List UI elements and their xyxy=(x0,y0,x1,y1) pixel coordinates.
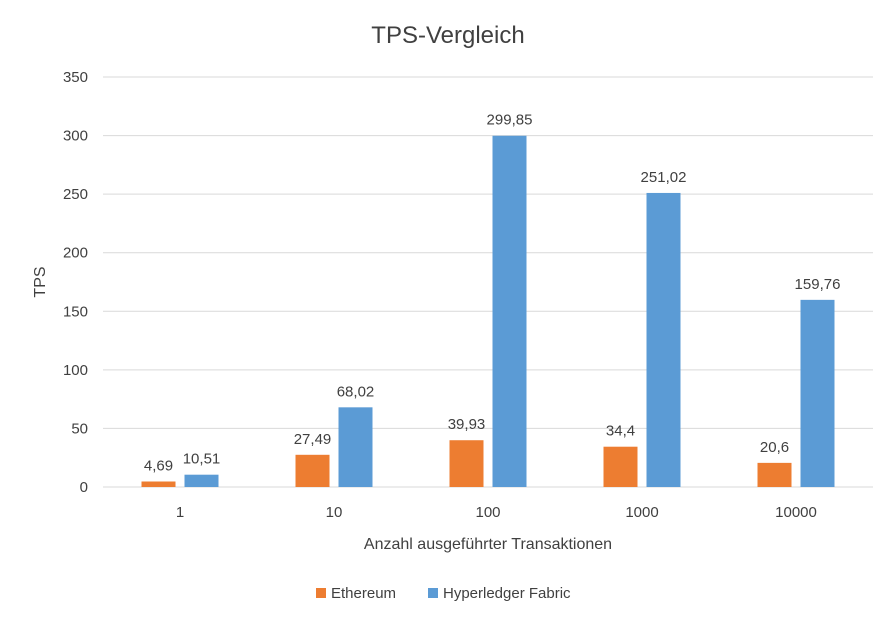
data-label: 299,85 xyxy=(487,112,533,129)
bar-ethereum-1 xyxy=(141,481,176,487)
data-label: 68,02 xyxy=(337,383,375,400)
x-tick-label: 1000 xyxy=(625,504,658,521)
bar-hyperledger-fabric-1000 xyxy=(646,192,681,487)
bar-ethereum-10000 xyxy=(757,462,792,487)
y-tick-label: 150 xyxy=(63,303,88,320)
y-axis-ticks: 0 50 100 150 200 250 300 350 xyxy=(63,69,88,496)
data-label: 34,4 xyxy=(606,423,635,440)
data-label: 27,49 xyxy=(294,431,332,448)
bar-hyperledger-fabric-10000 xyxy=(800,299,835,487)
x-axis-title: Anzahl ausgeführter Transaktionen xyxy=(364,536,612,553)
bar-hyperledger-fabric-10 xyxy=(338,407,373,487)
gridlines xyxy=(103,76,873,488)
legend-label: Ethereum xyxy=(331,585,396,602)
data-label: 159,76 xyxy=(795,276,841,293)
x-tick-label: 10000 xyxy=(775,504,817,521)
y-tick-label: 50 xyxy=(71,420,88,437)
y-tick-label: 300 xyxy=(63,128,88,145)
bars xyxy=(141,135,835,488)
legend-swatch xyxy=(316,588,326,598)
data-label: 4,69 xyxy=(144,458,173,475)
data-label: 10,51 xyxy=(183,451,221,468)
legend-label: Hyperledger Fabric xyxy=(443,585,571,602)
x-axis-ticks: 1 10 100 1000 10000 xyxy=(176,504,817,521)
y-tick-label: 200 xyxy=(63,245,88,262)
chart-title: TPS-Vergleich xyxy=(371,22,524,49)
y-tick-label: 0 xyxy=(80,479,88,496)
data-labels: 4,69 10,51 27,49 68,02 39,93 299,85 34,4 251,02… xyxy=(144,112,841,475)
x-tick-label: 1 xyxy=(176,504,184,521)
data-label: 20,6 xyxy=(760,439,789,456)
bar-ethereum-10 xyxy=(295,454,330,487)
data-label: 251,02 xyxy=(641,169,687,186)
bar-hyperledger-fabric-1 xyxy=(184,474,219,487)
y-tick-label: 100 xyxy=(63,362,88,379)
legend-swatch xyxy=(428,588,438,598)
x-tick-label: 10 xyxy=(326,504,343,521)
bar-hyperledger-fabric-100 xyxy=(492,135,527,488)
y-tick-label: 250 xyxy=(63,186,88,203)
bar-ethereum-100 xyxy=(449,440,484,487)
y-axis-title: TPS xyxy=(32,266,49,297)
legend: Ethereum Hyperledger Fabric xyxy=(316,585,571,602)
bar-ethereum-1000 xyxy=(603,446,638,487)
data-label: 39,93 xyxy=(448,416,486,433)
x-tick-label: 100 xyxy=(475,504,500,521)
y-tick-label: 350 xyxy=(63,69,88,86)
